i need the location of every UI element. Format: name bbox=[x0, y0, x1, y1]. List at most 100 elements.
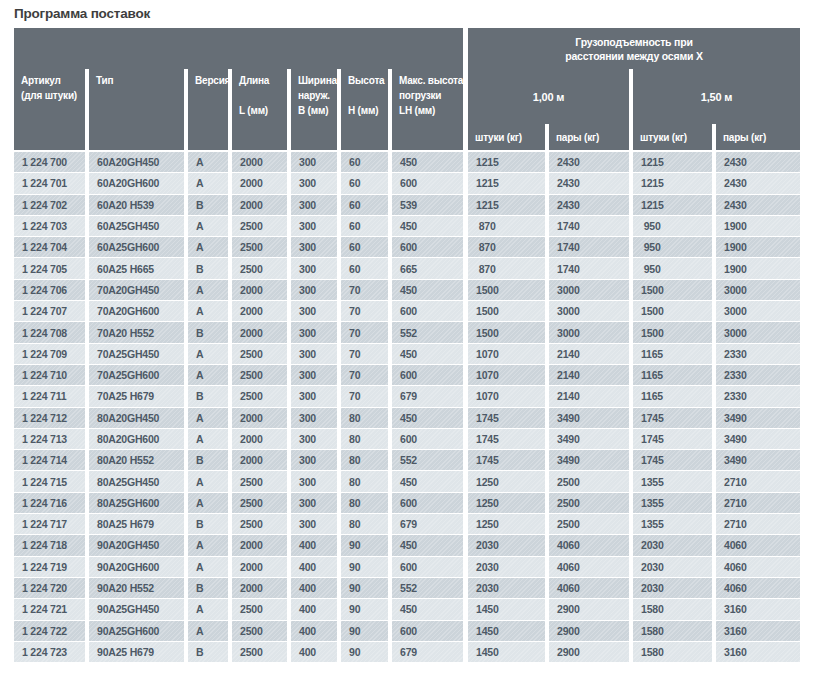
version-cell: B bbox=[188, 195, 228, 215]
article-cell: 1 224 703 bbox=[14, 216, 85, 236]
group-header-150: 1,50 м bbox=[633, 69, 800, 124]
length-cell: 2500 bbox=[232, 216, 287, 236]
capacity-100-pairs-cell: 2900 bbox=[549, 642, 629, 662]
load-height-cell: 665 bbox=[392, 258, 463, 278]
length-cell: 2500 bbox=[232, 258, 287, 278]
type-cell: 80A25GH450 bbox=[89, 471, 184, 491]
width-cell: 300 bbox=[291, 429, 337, 449]
capacity-150-pairs-cell: 2430 bbox=[716, 195, 800, 215]
width-cell: 300 bbox=[291, 365, 337, 385]
capacity-subheaders: штуки (кг) пары (кг) штуки (кг) пары (кг… bbox=[468, 124, 800, 150]
type-cell: 70A20 H552 bbox=[89, 322, 184, 342]
capacity-150-pcs-cell: 2030 bbox=[633, 557, 712, 577]
width-cell: 300 bbox=[291, 386, 337, 406]
capacity-150-pcs-cell: 1215 bbox=[633, 173, 712, 193]
capacity-100-pairs-cell: 4060 bbox=[549, 578, 629, 598]
col-header-version: Версия bbox=[188, 69, 228, 150]
article-cell: 1 224 715 bbox=[14, 471, 85, 491]
capacity-150-pcs-cell: 950 bbox=[633, 258, 712, 278]
capacity-100-pcs-cell: 870 bbox=[468, 258, 545, 278]
version-cell: B bbox=[188, 514, 228, 534]
capacity-100-pcs-cell: 2030 bbox=[468, 578, 545, 598]
load-height-cell: 600 bbox=[392, 301, 463, 321]
sub-header-100-pairs: пары (кг) bbox=[549, 124, 629, 150]
capacity-100-pcs-cell: 2030 bbox=[468, 557, 545, 577]
version-cell: A bbox=[188, 429, 228, 449]
version-cell: A bbox=[188, 365, 228, 385]
height-cell: 90 bbox=[341, 578, 388, 598]
capacity-100-pcs-cell: 1070 bbox=[468, 386, 545, 406]
capacity-100-pairs-cell: 2500 bbox=[549, 493, 629, 513]
article-cell: 1 224 713 bbox=[14, 429, 85, 449]
width-cell: 300 bbox=[291, 344, 337, 364]
capacity-100-pcs-cell: 1450 bbox=[468, 599, 545, 619]
capacity-100-pairs-cell: 3000 bbox=[549, 301, 629, 321]
article-cell: 1 224 721 bbox=[14, 599, 85, 619]
capacity-150-pairs-cell: 2330 bbox=[716, 344, 800, 364]
capacity-100-pairs-cell: 2430 bbox=[549, 173, 629, 193]
article-cell: 1 224 702 bbox=[14, 195, 85, 215]
article-cell: 1 224 701 bbox=[14, 173, 85, 193]
capacity-150-pcs-cell: 1215 bbox=[633, 152, 712, 172]
capacity-150-pcs-cell: 2030 bbox=[633, 535, 712, 555]
width-cell: 400 bbox=[291, 621, 337, 641]
capacity-150-pcs-cell: 1500 bbox=[633, 301, 712, 321]
article-cell: 1 224 717 bbox=[14, 514, 85, 534]
length-cell: 2500 bbox=[232, 237, 287, 257]
capacity-100-pairs-cell: 3000 bbox=[549, 322, 629, 342]
width-cell: 300 bbox=[291, 301, 337, 321]
capacity-100-pairs-cell: 4060 bbox=[549, 535, 629, 555]
capacity-150-pairs-cell: 3490 bbox=[716, 429, 800, 449]
capacity-100-pairs-cell: 3490 bbox=[549, 408, 629, 428]
load-height-cell: 552 bbox=[392, 450, 463, 470]
version-cell: A bbox=[188, 471, 228, 491]
col-header-load-height: Макс. высота погрузки LH (мм) bbox=[392, 69, 463, 150]
length-cell: 2500 bbox=[232, 621, 287, 641]
article-cell: 1 224 710 bbox=[14, 365, 85, 385]
capacity-100-pairs-cell: 2430 bbox=[549, 195, 629, 215]
capacity-block: Грузоподъемность при расстоянии между ос… bbox=[468, 28, 800, 662]
height-cell: 70 bbox=[341, 322, 388, 342]
version-cell: A bbox=[188, 408, 228, 428]
width-cell: 300 bbox=[291, 258, 337, 278]
height-cell: 60 bbox=[341, 216, 388, 236]
article-cell: 1 224 719 bbox=[14, 557, 85, 577]
capacity-100-pcs-cell: 2030 bbox=[468, 535, 545, 555]
load-height-cell: 679 bbox=[392, 514, 463, 534]
type-cell: 80A20 H552 bbox=[89, 450, 184, 470]
page-title: Программа поставок bbox=[14, 6, 818, 21]
capacity-100-pairs-cell: 1740 bbox=[549, 258, 629, 278]
article-cell: 1 224 716 bbox=[14, 493, 85, 513]
version-cell: A bbox=[188, 216, 228, 236]
capacity-100-pcs-cell: 1745 bbox=[468, 408, 545, 428]
length-cell: 2000 bbox=[232, 301, 287, 321]
capacity-100-pcs-cell: 1250 bbox=[468, 493, 545, 513]
type-cell: 90A25GH450 bbox=[89, 599, 184, 619]
article-cell: 1 224 706 bbox=[14, 280, 85, 300]
length-cell: 2000 bbox=[232, 450, 287, 470]
capacity-100-pcs-cell: 1745 bbox=[468, 429, 545, 449]
capacity-100-pcs-cell: 1070 bbox=[468, 365, 545, 385]
capacity-150-pairs-cell: 2430 bbox=[716, 152, 800, 172]
capacity-100-pcs-cell: 1500 bbox=[468, 280, 545, 300]
height-cell: 80 bbox=[341, 450, 388, 470]
capacity-100-pairs-cell: 2500 bbox=[549, 471, 629, 491]
capacity-100-pairs-cell: 3490 bbox=[549, 450, 629, 470]
height-cell: 60 bbox=[341, 152, 388, 172]
left-header-band bbox=[14, 28, 463, 69]
supply-program-table: Артикул (для штуки) Тип Версия Длина L (… bbox=[14, 28, 818, 662]
capacity-groups: 1,00 м 1,50 м bbox=[468, 69, 800, 124]
length-cell: 2500 bbox=[232, 514, 287, 534]
capacity-100-pcs-cell: 870 bbox=[468, 216, 545, 236]
version-cell: B bbox=[188, 578, 228, 598]
load-height-cell: 450 bbox=[392, 152, 463, 172]
capacity-150-pcs-cell: 950 bbox=[633, 216, 712, 236]
version-cell: A bbox=[188, 280, 228, 300]
height-cell: 70 bbox=[341, 344, 388, 364]
type-cell: 70A20GH450 bbox=[89, 280, 184, 300]
height-cell: 70 bbox=[341, 301, 388, 321]
capacity-100-pcs-cell: 1215 bbox=[468, 152, 545, 172]
width-cell: 300 bbox=[291, 471, 337, 491]
capacity-100-pairs-cell: 2140 bbox=[549, 386, 629, 406]
version-cell: A bbox=[188, 344, 228, 364]
